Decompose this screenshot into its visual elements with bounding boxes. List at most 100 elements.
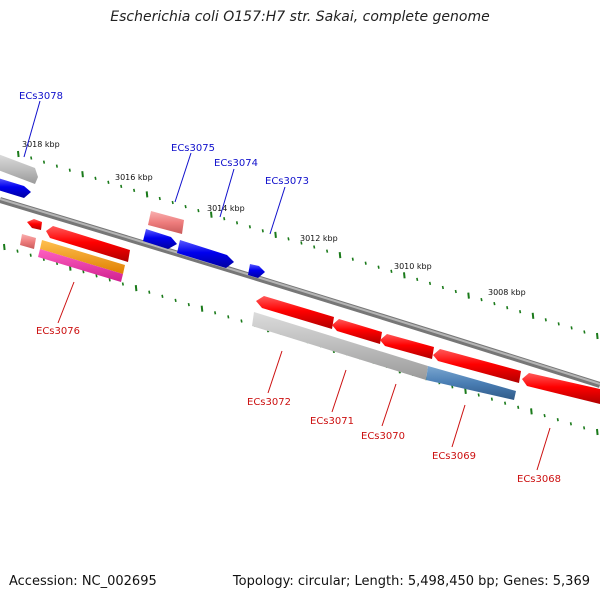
gene-feature-red[interactable] — [522, 373, 600, 404]
gene-label-leader — [451, 404, 466, 448]
tick-mark — [55, 164, 58, 168]
tick-mark — [530, 408, 533, 415]
tick-mark — [390, 269, 393, 273]
tick-mark — [3, 243, 6, 251]
gene-label-leader — [57, 281, 75, 324]
tick-mark — [416, 277, 419, 282]
tick-mark — [95, 274, 98, 278]
gene-feature-red[interactable] — [332, 319, 382, 344]
gene-feature-steelblue[interactable] — [426, 366, 516, 400]
gene-feature-pink[interactable] — [148, 211, 184, 234]
tick-mark — [441, 285, 444, 290]
tick-mark — [161, 294, 164, 298]
tick-mark — [364, 261, 367, 265]
tick-mark — [467, 292, 470, 299]
tick-mark — [29, 253, 32, 257]
map-title: Escherichia coli O157:H7 str. Sakai, com… — [110, 9, 490, 25]
tick-mark — [223, 217, 226, 221]
gene-label-leader — [331, 369, 347, 413]
tick-mark — [596, 332, 599, 340]
tick-mark — [338, 252, 342, 259]
tick-mark — [557, 322, 560, 326]
tick-mark — [543, 413, 546, 418]
tick-label: 3016 kbp — [115, 173, 153, 182]
genome-summary-text: Topology: circular; Length: 5,498,450 bp… — [232, 574, 590, 589]
tick-mark — [94, 176, 97, 180]
gene-feature-blue[interactable] — [0, 178, 31, 198]
tick-mark — [493, 301, 496, 306]
tick-mark — [171, 200, 174, 205]
gene-label[interactable]: ECs3076 — [36, 326, 80, 337]
gene-label[interactable]: ECs3078 — [19, 91, 63, 102]
tick-mark — [583, 330, 586, 334]
gene-feature-red[interactable] — [256, 296, 334, 329]
gene-label-leader — [174, 152, 192, 203]
tick-mark — [240, 319, 243, 323]
gene-feature-red[interactable] — [380, 334, 434, 359]
gene-feature-red[interactable] — [433, 349, 521, 383]
tick-mark — [82, 270, 85, 274]
gene-feature-blue[interactable] — [248, 264, 265, 278]
accession-text: Accession: NC_002695 — [9, 574, 157, 589]
gene-label[interactable]: ECs3074 — [214, 158, 258, 169]
gene-label[interactable]: ECs3068 — [517, 474, 561, 485]
gene-label[interactable]: ECs3069 — [432, 451, 476, 462]
tick-mark — [187, 302, 190, 307]
tick-mark — [556, 418, 559, 422]
tick-mark — [274, 231, 277, 238]
tick-mark — [30, 156, 33, 160]
tick-mark — [214, 311, 217, 315]
tick-mark — [596, 428, 599, 436]
tick-label: 3008 kbp — [488, 288, 526, 297]
tick-label: 3012 kbp — [300, 234, 338, 243]
tick-mark — [403, 272, 406, 279]
gene-feature-red[interactable] — [27, 219, 42, 230]
tick-mark — [235, 221, 239, 225]
gene-feature-gray[interactable] — [0, 154, 38, 184]
tick-mark — [197, 208, 200, 213]
gene-label[interactable]: ECs3073 — [265, 176, 309, 187]
gene-label[interactable]: ECs3070 — [361, 431, 405, 442]
gene-feature-orange[interactable] — [40, 240, 125, 274]
tick-mark — [583, 426, 586, 430]
gene-label[interactable]: ECs3071 — [310, 416, 354, 427]
tick-mark — [148, 290, 151, 294]
gene-feature-blue[interactable] — [143, 229, 177, 249]
tick-label: 3018 kbp — [22, 140, 60, 149]
gene-feature-magenta[interactable] — [38, 249, 123, 282]
gene-label-leader — [381, 383, 397, 427]
tick-mark — [145, 191, 149, 198]
tick-mark — [210, 211, 213, 218]
gene-label-leader — [536, 427, 551, 471]
tick-mark — [531, 312, 535, 319]
gene-label-leader — [23, 100, 41, 158]
tick-mark — [377, 265, 380, 269]
tick-mark — [490, 397, 493, 401]
gene-label[interactable]: ECs3072 — [247, 397, 291, 408]
gene-feature-red[interactable] — [46, 226, 130, 262]
tick-mark — [81, 171, 84, 178]
gene-label[interactable]: ECs3075 — [171, 143, 215, 154]
tick-mark — [454, 289, 457, 294]
tick-mark — [517, 405, 520, 409]
gene-feature-blue[interactable] — [177, 240, 234, 268]
tick-mark — [17, 150, 20, 158]
tick-mark — [42, 160, 46, 164]
gene-label-leader — [269, 186, 286, 235]
tick-mark — [544, 318, 547, 322]
tick-mark — [158, 196, 161, 201]
tick-mark — [133, 188, 136, 193]
tick-mark — [287, 237, 290, 241]
tick-mark — [121, 282, 124, 286]
tick-mark — [227, 315, 230, 319]
tick-mark — [504, 401, 507, 405]
gene-feature-pink[interactable] — [20, 234, 36, 249]
gene-feature-gray[interactable] — [252, 312, 428, 380]
tick-mark — [477, 393, 480, 397]
tick-mark — [300, 241, 303, 245]
tick-mark — [174, 298, 177, 303]
tick-mark — [351, 257, 354, 261]
tick-mark — [519, 310, 522, 314]
tick-mark — [120, 184, 123, 189]
